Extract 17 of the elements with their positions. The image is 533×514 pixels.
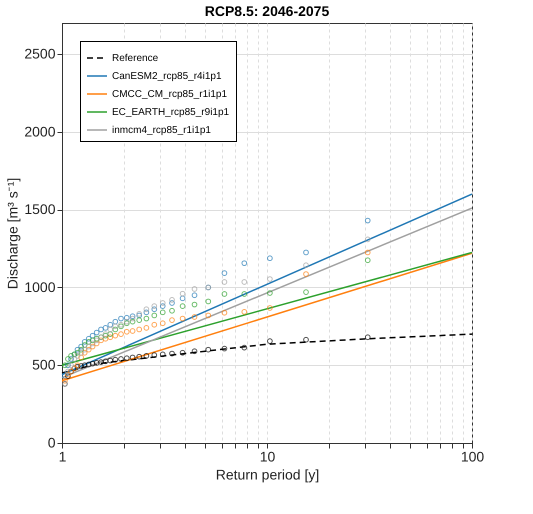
- legend-label: Reference: [112, 53, 159, 64]
- y-tick-label: 0: [48, 434, 56, 450]
- x-axis-title: Return period [y]: [216, 466, 320, 482]
- x-tick-label: 100: [460, 448, 484, 464]
- y-tick-label: 1500: [24, 201, 56, 218]
- chart-title: RCP8.5: 2046-2075: [204, 3, 330, 19]
- legend-label: EC_EARTH_rcp85_r9i1p1: [112, 107, 230, 118]
- y-tick-label: 2500: [24, 46, 56, 62]
- y-tick-label: 500: [32, 356, 56, 373]
- y-tick-label: 1000: [24, 278, 56, 295]
- legend-label: CanESM2_rcp85_r4i1p1: [112, 71, 222, 82]
- x-tick-label: 10: [260, 448, 276, 464]
- y-axis-title: Discharge [m³ s⁻¹]: [4, 178, 20, 290]
- legend-label: CMCC_CM_rcp85_r1i1p1: [112, 89, 228, 100]
- legend-label: inmcm4_rcp85_r1i1p1: [112, 125, 212, 136]
- x-tick-label: 1: [58, 448, 67, 464]
- y-tick-label: 2000: [24, 123, 56, 140]
